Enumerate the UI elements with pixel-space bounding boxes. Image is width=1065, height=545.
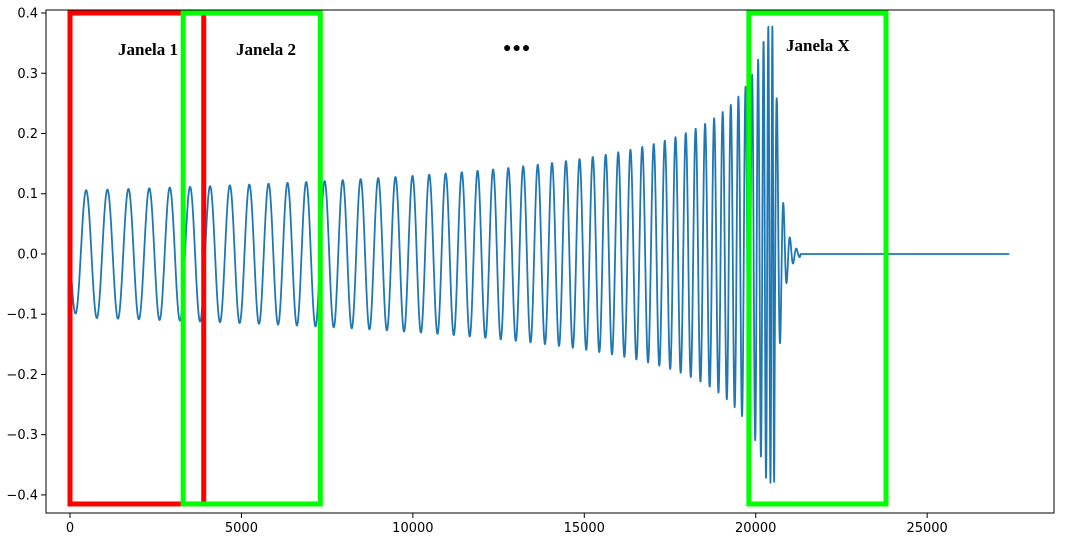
x-tick-label: 0 (66, 521, 74, 536)
y-tick-label: 0.2 (17, 127, 38, 142)
y-tick-label: 0.1 (17, 187, 38, 202)
window-x-label: Janela X (786, 36, 850, 55)
x-tick-label: 25000 (906, 521, 947, 536)
y-tick-label: −0.4 (6, 488, 38, 503)
x-tick-label: 5000 (225, 521, 258, 536)
y-tick-label: −0.2 (6, 368, 38, 383)
y-tick-label: 0.4 (17, 7, 38, 22)
plot-frame (45, 9, 1055, 514)
window-2-label: Janela 2 (236, 40, 296, 59)
waveform-line (69, 25, 1010, 484)
y-tick-label: 0.0 (17, 247, 38, 262)
x-tick-label: 10000 (392, 521, 433, 536)
ellipsis-label: ●●● (503, 41, 531, 56)
x-tick-label: 20000 (735, 521, 776, 536)
x-tick-label: 15000 (564, 521, 605, 536)
window-1-rect (67, 10, 207, 507)
y-tick-label: 0.3 (17, 67, 38, 82)
y-tick-label: −0.3 (6, 428, 38, 443)
window-3-rect (746, 10, 889, 507)
window-2-rect (180, 10, 323, 507)
y-tick-label: −0.1 (6, 308, 38, 323)
window-1-label: Janela 1 (118, 40, 178, 59)
